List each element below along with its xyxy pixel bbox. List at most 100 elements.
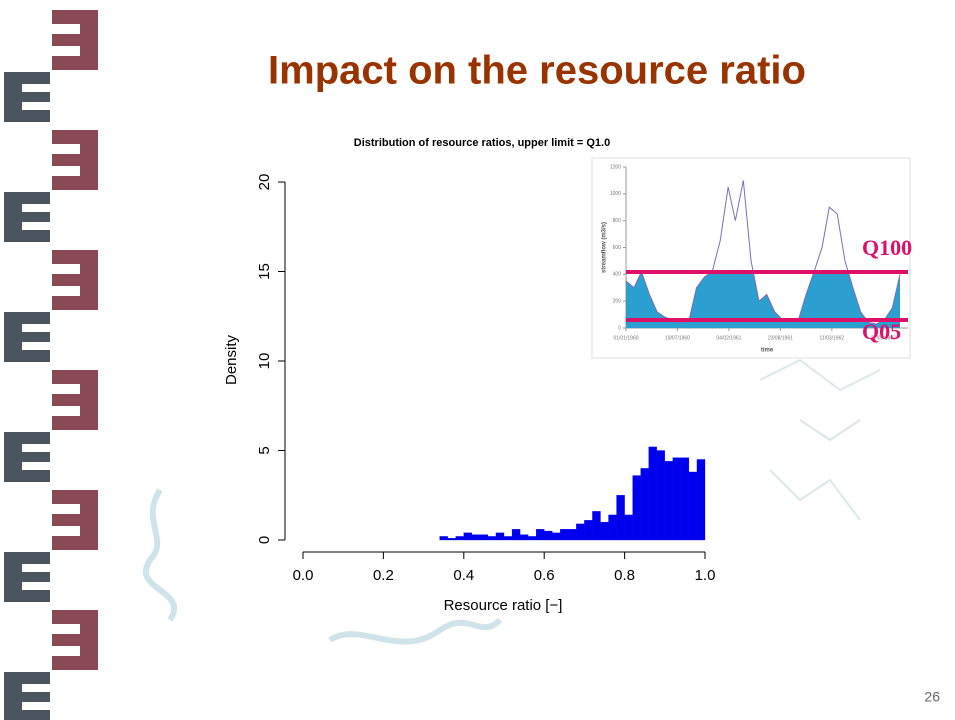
y-tick-label: 0 (256, 536, 273, 544)
decor-gap (22, 102, 50, 110)
decor-gap (22, 324, 50, 332)
decor-gap (52, 166, 80, 176)
y-tick-label: 20 (256, 174, 273, 191)
decor-gap (52, 384, 80, 394)
bar (487, 536, 497, 541)
inset-x-tick-label: 23/08/1961 (768, 335, 793, 341)
x-tick-label: 0.2 (373, 567, 394, 584)
bar (656, 450, 665, 541)
decor-block (4, 672, 50, 720)
bar (455, 536, 464, 541)
y-tick-label: 5 (256, 446, 273, 454)
river (142, 488, 178, 622)
bar (463, 532, 472, 541)
chart-title: Distribution of resource ratios, upper l… (354, 137, 610, 149)
bar (632, 475, 641, 541)
histogram: 0.0 0.2 0.4 0.6 0.8 1.0 0 5 10 15 20 (256, 174, 715, 584)
bar (471, 534, 481, 541)
bar (648, 446, 657, 541)
x-axis-label: Resource ratio [−] (444, 597, 563, 614)
y-tick-label: 10 (256, 353, 273, 370)
bar (527, 536, 537, 541)
decor-block (4, 312, 50, 362)
bar (536, 529, 545, 541)
inset-y-tick-label: 0 (618, 325, 621, 331)
decor-gap (52, 406, 80, 416)
decor-gap (52, 526, 80, 536)
bar (544, 530, 553, 541)
inset-y-label: streamflow (m3/s) (602, 222, 608, 273)
decor-gap (52, 46, 80, 56)
y-tick-label: 15 (256, 263, 273, 280)
river (328, 617, 503, 645)
decor-block (52, 10, 98, 70)
decor-block (4, 432, 50, 482)
slide-title: Impact on the resource ratio (268, 49, 806, 93)
decor-block (4, 552, 50, 602)
bar (608, 514, 617, 541)
bar (568, 529, 577, 541)
bar (600, 521, 609, 541)
bar (672, 457, 682, 541)
decor-gap (22, 342, 50, 350)
inset-y-tick-label: 1000 (610, 191, 621, 197)
bar (680, 457, 690, 541)
decor-block (52, 610, 98, 670)
inset-x-tick-label: 27/09/1962 (871, 335, 896, 341)
inset-x-label: time (761, 348, 774, 354)
river-decoration (759, 358, 881, 521)
bar (479, 534, 489, 541)
decor-block (52, 250, 98, 310)
bar (519, 534, 529, 541)
bar (511, 529, 521, 541)
y-axis-label: Density (223, 334, 240, 385)
inset-x-tick-label: 01/01/1960 (613, 335, 638, 341)
threshold-label: Q05 (862, 319, 901, 344)
bar (592, 511, 601, 541)
decor-gap (52, 286, 80, 296)
decor-gap (22, 84, 50, 92)
area (626, 272, 901, 328)
decor-block (52, 490, 98, 550)
x-tick-label: 0.4 (453, 567, 474, 584)
decor-gap (52, 144, 80, 154)
inset-y-tick-label: 1200 (610, 164, 621, 170)
inset-x-tick-label: 11/03/1962 (820, 335, 845, 341)
decor-gap (22, 204, 50, 212)
bar (439, 536, 448, 541)
bar (640, 468, 649, 541)
decor-gap (22, 582, 50, 590)
bar (616, 495, 625, 541)
bar (552, 532, 561, 541)
x-tick-label: 0.6 (534, 567, 555, 584)
decor-gap (52, 504, 80, 514)
bar (447, 538, 456, 541)
bar (624, 514, 633, 541)
bar (696, 459, 706, 541)
decor-block (4, 72, 50, 122)
decor-gap (52, 24, 80, 34)
decor-gap (22, 564, 50, 572)
bar (495, 532, 505, 541)
bar (584, 520, 593, 541)
decor-gap (22, 462, 50, 470)
page-number: 26 (924, 689, 940, 705)
river (759, 358, 881, 521)
inset-y-tick-label: 200 (613, 298, 622, 304)
threshold-label: Q100 (862, 235, 912, 260)
inset-y-tick-label: 400 (613, 272, 622, 278)
bar (688, 471, 698, 541)
inset-y-tick-label: 800 (613, 218, 622, 224)
decor-gap (52, 624, 80, 634)
decor-block (52, 370, 98, 430)
decor-gap (22, 444, 50, 452)
decor-gap (22, 684, 50, 692)
decor-block (52, 130, 98, 190)
bar (664, 461, 673, 541)
inset-y-tick-label: 600 (613, 245, 622, 251)
inset-x-tick-label: 04/02/1961 (716, 335, 741, 341)
x-tick-label: 1.0 (695, 567, 716, 584)
decor-gap (22, 222, 50, 230)
